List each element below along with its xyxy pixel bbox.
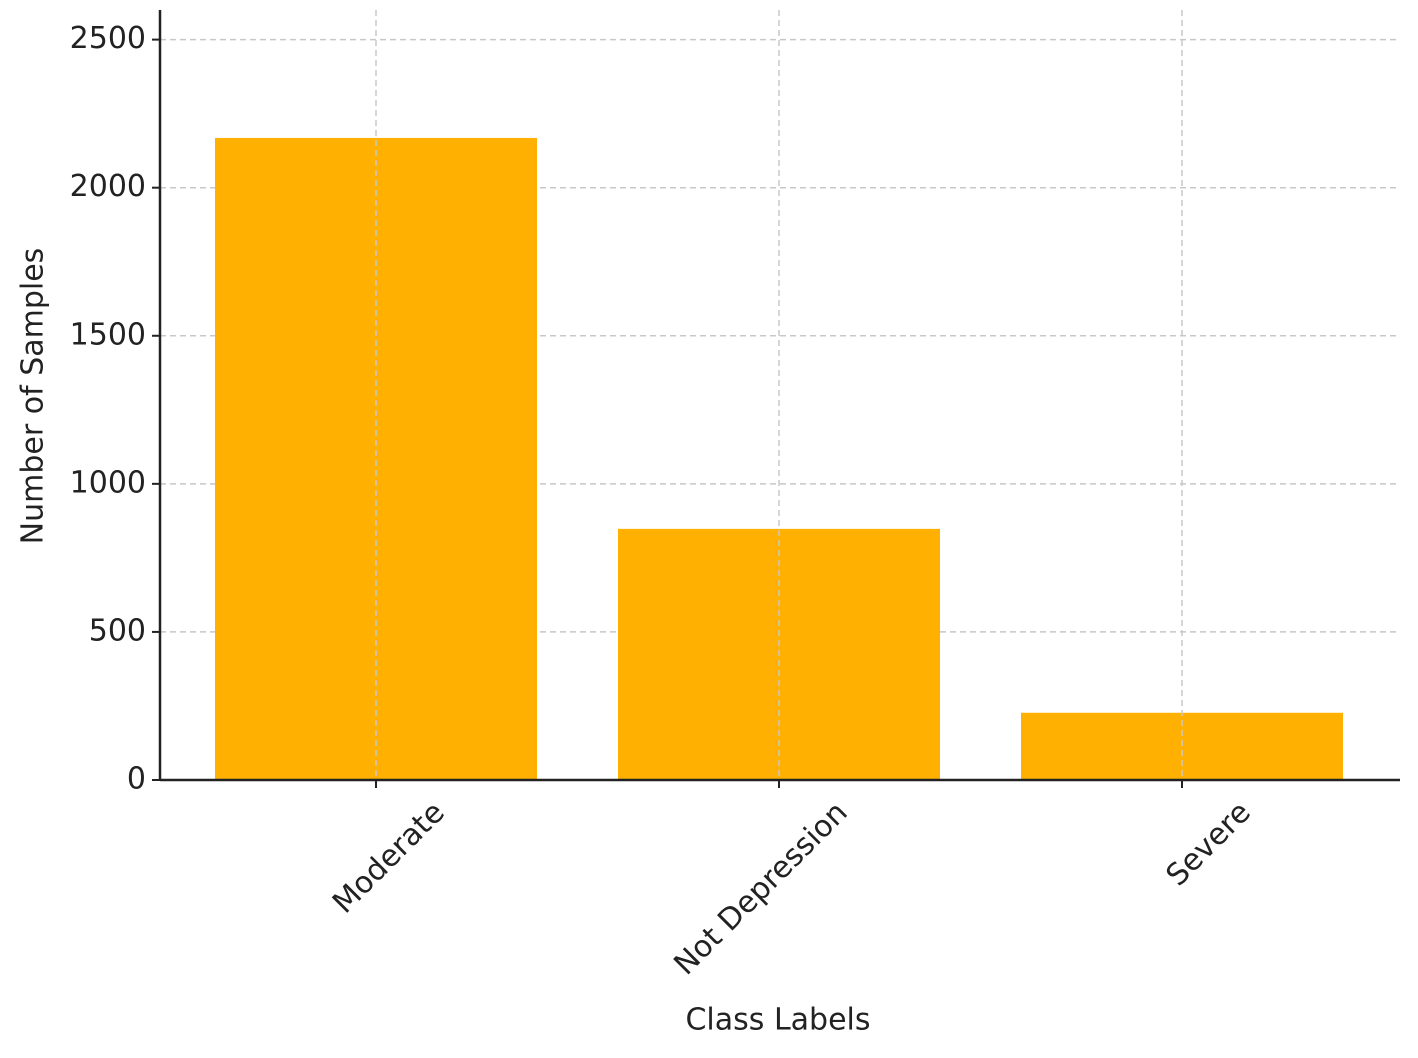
x-tick-label: Severe — [1159, 795, 1257, 893]
y-tick-label: 1000 — [70, 465, 146, 500]
y-tick-label: 2500 — [70, 21, 146, 56]
y-tick-label: 0 — [127, 762, 146, 797]
y-tick-label: 500 — [89, 613, 146, 648]
y-tick-label: 2000 — [70, 169, 146, 204]
x-axis-label: Class Labels — [685, 1003, 870, 1038]
x-tick-label: Moderate — [326, 795, 452, 921]
y-tick-label: 1500 — [70, 317, 146, 352]
y-axis-label: Number of Samples — [16, 248, 51, 545]
x-tick-label: Not Depression — [667, 795, 854, 982]
